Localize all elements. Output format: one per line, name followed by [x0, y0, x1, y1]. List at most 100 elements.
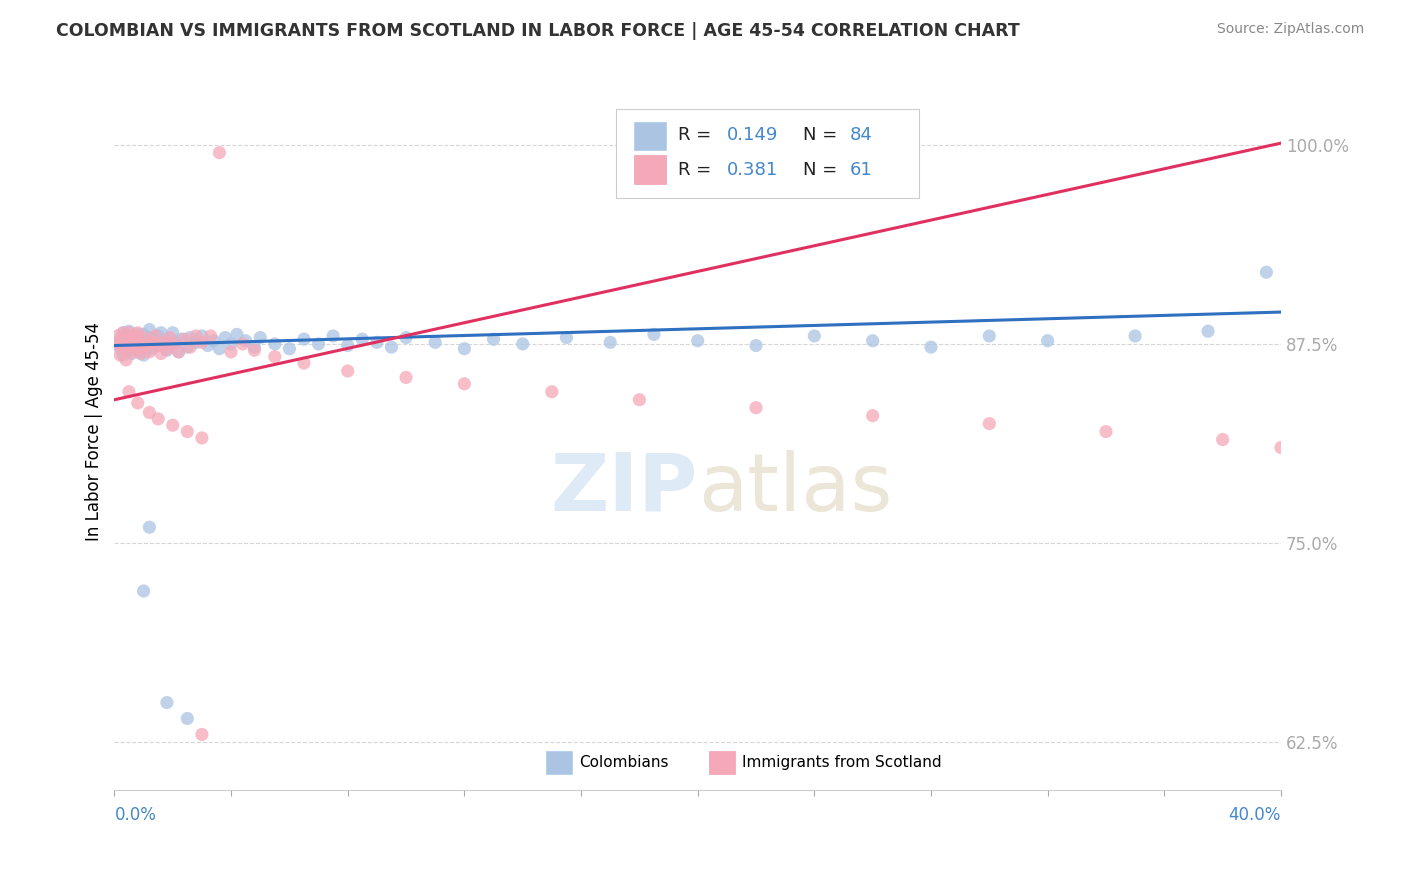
Point — [179, 340, 201, 354]
Point — [127, 396, 149, 410]
Point — [208, 342, 231, 356]
Point — [115, 332, 138, 346]
Point — [153, 335, 176, 350]
Point — [138, 345, 160, 359]
Point — [214, 330, 236, 344]
FancyBboxPatch shape — [634, 155, 666, 184]
Point — [278, 342, 301, 356]
Point — [124, 342, 146, 356]
Text: 61: 61 — [849, 161, 872, 178]
Point — [263, 350, 285, 364]
Text: 84: 84 — [849, 127, 872, 145]
Point — [115, 352, 138, 367]
Point — [225, 327, 247, 342]
Point — [110, 348, 132, 362]
Text: COLOMBIAN VS IMMIGRANTS FROM SCOTLAND IN LABOR FORCE | AGE 45-54 CORRELATION CHA: COLOMBIAN VS IMMIGRANTS FROM SCOTLAND IN… — [56, 22, 1019, 40]
Point — [453, 342, 475, 356]
Point — [322, 329, 344, 343]
Point — [1256, 265, 1278, 279]
Point — [336, 338, 359, 352]
Point — [1036, 334, 1059, 348]
Point — [141, 335, 163, 350]
Point — [121, 345, 143, 359]
Point — [124, 329, 146, 343]
Point — [143, 335, 166, 350]
Point — [191, 329, 214, 343]
Point — [191, 335, 214, 350]
Point — [745, 401, 768, 415]
Point — [395, 330, 418, 344]
Point — [135, 337, 157, 351]
Point — [162, 418, 184, 433]
Text: ZIP: ZIP — [550, 450, 697, 528]
Point — [1270, 441, 1292, 455]
Text: 0.0%: 0.0% — [114, 806, 156, 824]
Point — [132, 327, 155, 342]
Point — [162, 326, 184, 340]
Point — [127, 338, 149, 352]
Point — [232, 337, 254, 351]
Point — [167, 345, 190, 359]
Point — [118, 343, 141, 358]
Point — [118, 384, 141, 399]
Point — [292, 356, 315, 370]
Point — [308, 337, 330, 351]
Point — [1095, 425, 1118, 439]
Point — [121, 335, 143, 350]
Point — [115, 338, 138, 352]
FancyBboxPatch shape — [616, 109, 920, 199]
Point — [176, 425, 198, 439]
Text: Colombians: Colombians — [579, 756, 668, 771]
Point — [292, 332, 315, 346]
Point — [162, 337, 184, 351]
Text: N =: N = — [803, 161, 842, 178]
Point — [135, 335, 157, 350]
Point — [165, 335, 187, 350]
Point — [110, 332, 132, 346]
Point — [512, 337, 534, 351]
Point — [156, 342, 179, 356]
Point — [184, 329, 207, 343]
Point — [1123, 329, 1146, 343]
Point — [176, 340, 198, 354]
Point — [862, 334, 884, 348]
Point — [138, 330, 160, 344]
Point — [138, 520, 160, 534]
Text: Immigrants from Scotland: Immigrants from Scotland — [742, 756, 942, 771]
Point — [167, 345, 190, 359]
Point — [132, 337, 155, 351]
Point — [366, 335, 388, 350]
Point — [156, 696, 179, 710]
Point — [110, 342, 132, 356]
Point — [129, 334, 152, 348]
Point — [243, 340, 266, 354]
Point — [686, 334, 709, 348]
Point — [146, 338, 169, 352]
Point — [129, 346, 152, 360]
Point — [425, 335, 447, 350]
Point — [150, 326, 173, 340]
Point — [541, 384, 564, 399]
Point — [129, 345, 152, 359]
Point — [153, 335, 176, 350]
Point — [745, 338, 768, 352]
Point — [159, 332, 181, 346]
Point — [249, 330, 271, 344]
Point — [162, 337, 184, 351]
FancyBboxPatch shape — [710, 751, 735, 774]
Point — [202, 334, 225, 348]
Point — [112, 342, 135, 356]
Point — [197, 338, 219, 352]
Point — [235, 334, 257, 348]
Point — [124, 342, 146, 356]
Point — [141, 342, 163, 356]
Point — [115, 329, 138, 343]
Point — [173, 332, 195, 346]
Point — [118, 326, 141, 340]
Point — [979, 417, 1001, 431]
Text: Source: ZipAtlas.com: Source: ZipAtlas.com — [1216, 22, 1364, 37]
Point — [395, 370, 418, 384]
Y-axis label: In Labor Force | Age 45-54: In Labor Force | Age 45-54 — [86, 322, 103, 541]
Point — [191, 431, 214, 445]
Point — [643, 327, 665, 342]
